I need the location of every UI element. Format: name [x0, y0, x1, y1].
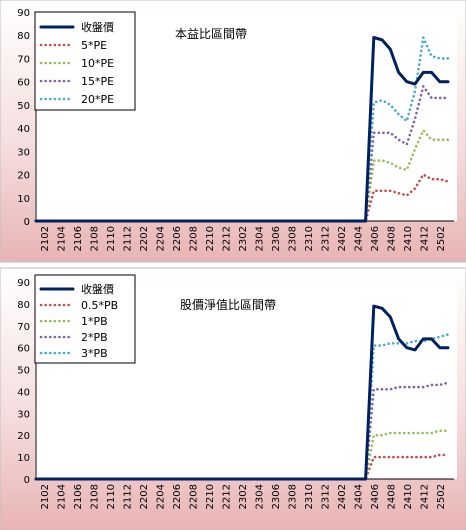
x-tick-label: 2110 — [106, 484, 117, 509]
legend: 收盤價 5*PE 10*PE 15*PE 20*PE — [34, 11, 136, 111]
x-tick-label: 2308 — [287, 484, 298, 509]
x-tick-label: 2502 — [436, 484, 447, 509]
x-tick-label: 2212 — [222, 484, 233, 509]
legend-label: 收盤價 — [81, 282, 114, 296]
pe-band-chart: 0 10 20 30 40 50 60 70 80 90 2102 2104 2106 2108 2110 2… — [0, 0, 466, 263]
x-tick-label: 2208 — [189, 484, 200, 509]
x-tick-label: 2204 — [156, 484, 167, 509]
y-tick-label: 90 — [17, 278, 30, 289]
x-tick-label: 2410 — [403, 484, 414, 509]
legend-label: 收盤價 — [81, 20, 114, 34]
x-tick-label: 2406 — [370, 484, 381, 509]
y-tick-label: 20 — [17, 431, 30, 442]
x-tick-label: 2408 — [386, 484, 397, 509]
series-line-收盤價 — [34, 36, 450, 223]
y-tick-label: 30 — [17, 409, 30, 420]
x-tick-label: 2112 — [123, 484, 134, 509]
x-tick-label: 2112 — [123, 226, 134, 251]
x-tick-label: 2204 — [156, 226, 167, 251]
x-tick-label: 2108 — [90, 484, 101, 509]
y-tick-label: 40 — [17, 124, 30, 135]
legend-label: 1*PB — [81, 315, 108, 328]
axes: 0 10 20 30 40 50 60 70 80 90 2102 2104 2106 2108 2110 2… — [17, 8, 454, 251]
x-tick-label: 2402 — [337, 484, 348, 509]
x-tick-label: 2208 — [189, 226, 200, 251]
chart-title: 本益比區間帶 — [175, 27, 247, 41]
x-tick-label: 2304 — [254, 484, 265, 509]
y-tick-label: 50 — [17, 366, 30, 377]
x-tick-label: 2312 — [320, 484, 331, 509]
pb-band-chart: 0 10 20 30 40 50 60 70 80 90 2102 2104 2106 2108 2110 2… — [0, 267, 466, 530]
legend-label: 10*PE — [81, 57, 114, 70]
y-tick-label: 10 — [17, 194, 30, 205]
x-tick-label: 2102 — [40, 484, 51, 509]
y-tick-label: 80 — [17, 31, 30, 42]
y-tick-label: 60 — [17, 344, 30, 355]
x-tick-label: 2404 — [353, 226, 364, 251]
legend-label: 20*PE — [81, 93, 114, 106]
x-tick-label: 2102 — [40, 226, 51, 251]
x-tick-label: 2412 — [419, 226, 430, 251]
legend-label: 15*PE — [81, 75, 114, 88]
x-tick-label: 2308 — [287, 226, 298, 251]
x-tick-label: 2306 — [271, 226, 282, 251]
x-tick-label: 2402 — [337, 226, 348, 251]
x-tick-label: 2410 — [403, 226, 414, 251]
x-tick-label: 2108 — [90, 226, 101, 251]
x-tick-label: 2110 — [106, 226, 117, 251]
legend: 收盤價 0.5*PB 1*PB 2*PB 3*PB — [34, 274, 136, 364]
x-tick-label: 2202 — [139, 226, 150, 251]
x-tick-label: 2302 — [238, 226, 249, 251]
legend-label: 3*PB — [81, 347, 108, 360]
x-tick-label: 2206 — [172, 484, 183, 509]
y-tick-label: 90 — [17, 8, 30, 19]
x-tick-label: 2408 — [386, 226, 397, 251]
x-tick-label: 2106 — [73, 484, 84, 509]
x-tick-label: 2302 — [238, 484, 249, 509]
chart-title: 股價淨值比區間帶 — [180, 297, 276, 312]
x-tick-label: 2104 — [57, 226, 68, 251]
y-tick-label: 30 — [17, 147, 30, 158]
y-tick-label: 40 — [17, 387, 30, 398]
y-tick-label: 50 — [17, 101, 30, 112]
x-tick-label: 2106 — [73, 226, 84, 251]
x-tick-label: 2210 — [205, 226, 216, 251]
y-tick-label: 0 — [24, 475, 30, 486]
x-tick-label: 2104 — [57, 484, 68, 509]
x-tick-label: 2306 — [271, 484, 282, 509]
series-line-收盤價 — [34, 304, 450, 481]
x-tick-label: 2406 — [370, 226, 381, 251]
x-tick-label: 2304 — [254, 226, 265, 251]
x-tick-label: 2312 — [320, 226, 331, 251]
series-lines — [34, 36, 450, 223]
legend-label: 2*PB — [81, 331, 108, 344]
x-tick-label: 2310 — [304, 484, 315, 509]
y-tick-label: 60 — [17, 78, 30, 89]
y-tick-label: 70 — [17, 322, 30, 333]
x-tick-label: 2404 — [353, 484, 364, 509]
y-tick-label: 20 — [17, 171, 30, 182]
series-lines — [34, 304, 450, 481]
x-tick-label: 2210 — [205, 484, 216, 509]
x-tick-label: 2206 — [172, 226, 183, 251]
x-tick-label: 2212 — [222, 226, 233, 251]
y-tick-label: 80 — [17, 300, 30, 311]
y-tick-label: 10 — [17, 453, 30, 464]
y-tick-label: 70 — [17, 54, 30, 65]
x-tick-label: 2310 — [304, 226, 315, 251]
legend-label: 5*PE — [81, 39, 107, 52]
legend-label: 0.5*PB — [81, 299, 118, 312]
x-tick-label: 2202 — [139, 484, 150, 509]
x-tick-label: 2502 — [436, 226, 447, 251]
x-tick-label: 2412 — [419, 484, 430, 509]
y-tick-label: 0 — [24, 217, 30, 228]
